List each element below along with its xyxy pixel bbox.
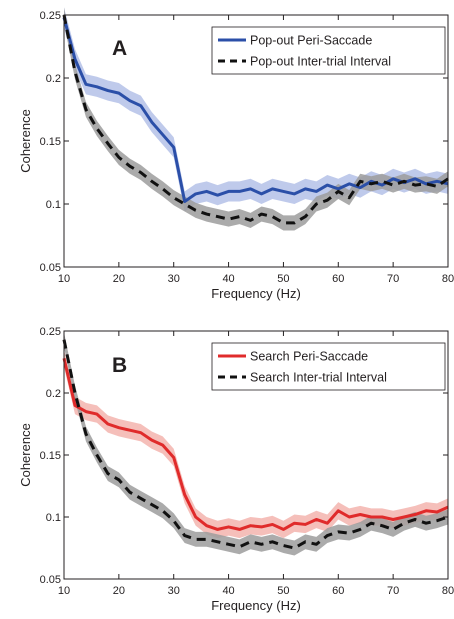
x-tick-label: 20	[113, 273, 125, 285]
x-tick-label: 80	[442, 273, 454, 285]
panel-letter: A	[112, 37, 127, 60]
y-tick-label: 0.2	[46, 388, 61, 400]
y-axis-label: Coherence	[18, 109, 33, 173]
legend-label: Search Peri-Saccade	[250, 350, 368, 364]
panel-b: 10 20 30 40 50 60 70 80 0.05 0.1 0.15 0.2 0.25 Freq…	[18, 326, 454, 613]
confidence-band	[64, 7, 448, 212]
y-tick-label: 0.2	[46, 73, 61, 85]
legend-label: Search Inter-trial Interval	[250, 371, 387, 385]
series-line-dashed	[62, 339, 449, 550]
y-tick-label: 0.25	[40, 326, 61, 338]
series-line-solid	[62, 17, 449, 203]
legend-label: Pop-out Peri-Saccade	[250, 34, 372, 48]
y-tick-label: 0.1	[46, 199, 61, 211]
x-tick-label: 60	[332, 273, 344, 285]
y-tick-label: 0.15	[40, 450, 61, 462]
x-axis-ticks: 10 20 30 40 50 60 70 80	[58, 15, 454, 285]
x-tick-label: 30	[168, 273, 180, 285]
legend: Search Peri-Saccade Search Inter-trial I…	[211, 342, 446, 391]
x-tick-label: 10	[58, 273, 70, 285]
y-axis-ticks: 0.05 0.1 0.15 0.2 0.25	[40, 10, 448, 274]
x-tick-label: 30	[168, 585, 180, 597]
x-axis-label: Frequency (Hz)	[211, 598, 301, 613]
confidence-bands	[64, 332, 448, 556]
x-tick-label: 70	[387, 585, 399, 597]
x-axis-label: Frequency (Hz)	[211, 286, 301, 301]
x-tick-label: 40	[222, 585, 234, 597]
panel-a: 10 20 30 40 50 60 70 80 0.05 0.1 0.15 0.2 0.25 Freq…	[18, 7, 454, 301]
x-tick-label: 20	[113, 585, 125, 597]
x-tick-label: 80	[442, 585, 454, 597]
x-tick-label: 70	[387, 273, 399, 285]
legend-box	[211, 342, 446, 391]
x-tick-label: 10	[58, 585, 70, 597]
y-axis-ticks: 0.05 0.1 0.15 0.2 0.25	[40, 326, 448, 586]
x-axis-ticks: 10 20 30 40 50 60 70 80	[58, 331, 454, 597]
series-line-solid	[62, 357, 449, 531]
y-tick-label: 0.1	[46, 512, 61, 524]
y-axis-label: Coherence	[18, 423, 33, 487]
panel-letter: B	[112, 354, 127, 377]
x-tick-label: 40	[222, 273, 234, 285]
x-tick-label: 50	[277, 585, 289, 597]
y-tick-label: 0.05	[40, 574, 61, 586]
series-lines	[62, 339, 449, 550]
y-tick-label: 0.15	[40, 136, 61, 148]
series-lines	[62, 14, 449, 225]
y-tick-label: 0.25	[40, 10, 61, 22]
legend-box	[211, 26, 446, 75]
y-tick-label: 0.05	[40, 262, 61, 274]
legend: Pop-out Peri-Saccade Pop-out Inter-trial…	[211, 26, 446, 75]
x-tick-label: 60	[332, 585, 344, 597]
legend-label: Pop-out Inter-trial Interval	[250, 55, 391, 69]
series-line-dashed	[62, 14, 449, 225]
confidence-bands	[64, 7, 448, 231]
x-tick-label: 50	[277, 273, 289, 285]
